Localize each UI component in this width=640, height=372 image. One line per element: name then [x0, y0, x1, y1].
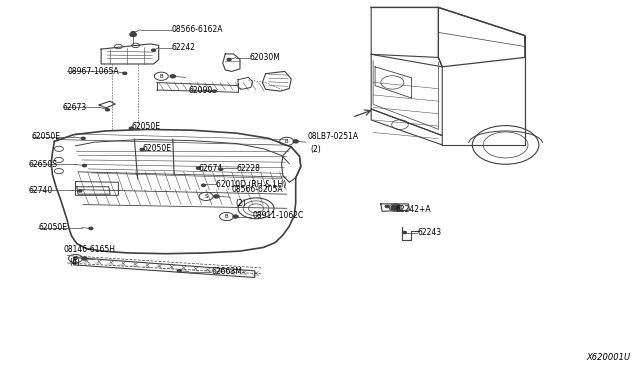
Text: 62050E: 62050E — [131, 122, 160, 131]
Circle shape — [81, 137, 85, 140]
Circle shape — [293, 140, 298, 143]
Text: 08566-6162A: 08566-6162A — [172, 25, 223, 34]
Text: 62650S: 62650S — [29, 160, 58, 169]
Text: 08911-1062C: 08911-1062C — [252, 211, 303, 220]
Text: 08967-1065A: 08967-1065A — [67, 67, 119, 76]
Circle shape — [89, 227, 93, 230]
Text: 08566-6205A: 08566-6205A — [232, 185, 284, 194]
Text: (2): (2) — [235, 199, 246, 208]
Circle shape — [177, 270, 181, 272]
Text: 62050E: 62050E — [38, 223, 67, 232]
Text: X620001U: X620001U — [586, 353, 630, 362]
Text: 62228: 62228 — [237, 164, 260, 173]
Circle shape — [78, 190, 82, 192]
Text: (4): (4) — [69, 258, 80, 267]
Text: B: B — [285, 139, 289, 144]
Circle shape — [129, 127, 133, 129]
Circle shape — [202, 184, 205, 186]
Text: 62010D (RH & LH): 62010D (RH & LH) — [216, 180, 287, 189]
Text: 62663M: 62663M — [211, 267, 242, 276]
Circle shape — [170, 75, 175, 78]
Text: 62050E: 62050E — [142, 144, 171, 153]
Text: 62030M: 62030M — [250, 53, 280, 62]
Circle shape — [385, 205, 389, 208]
Circle shape — [82, 257, 87, 260]
Circle shape — [212, 90, 216, 92]
Circle shape — [106, 109, 109, 111]
Text: S: S — [204, 194, 208, 199]
Text: 62243: 62243 — [417, 228, 442, 237]
Text: 08146-6165H: 08146-6165H — [64, 245, 116, 254]
Circle shape — [130, 33, 136, 36]
Circle shape — [123, 72, 127, 74]
Circle shape — [196, 167, 200, 169]
Text: 62242: 62242 — [172, 43, 196, 52]
Text: (2): (2) — [310, 145, 321, 154]
Text: 62050E: 62050E — [32, 132, 61, 141]
Text: 62242+A: 62242+A — [396, 205, 431, 214]
Text: 62740: 62740 — [29, 186, 53, 195]
Circle shape — [391, 205, 400, 210]
Circle shape — [83, 164, 86, 167]
Circle shape — [152, 49, 156, 51]
Circle shape — [219, 168, 223, 170]
Circle shape — [233, 215, 238, 218]
Circle shape — [131, 32, 135, 34]
Text: B: B — [159, 74, 163, 79]
Circle shape — [403, 231, 406, 234]
Circle shape — [214, 195, 219, 198]
Text: 62090: 62090 — [189, 86, 213, 94]
Text: B: B — [225, 214, 228, 219]
Text: 08LB7-0251A: 08LB7-0251A — [307, 132, 358, 141]
Text: 62674: 62674 — [198, 164, 223, 173]
Text: B: B — [74, 256, 77, 261]
Text: 62673: 62673 — [63, 103, 87, 112]
Circle shape — [227, 58, 231, 61]
Circle shape — [140, 148, 144, 151]
